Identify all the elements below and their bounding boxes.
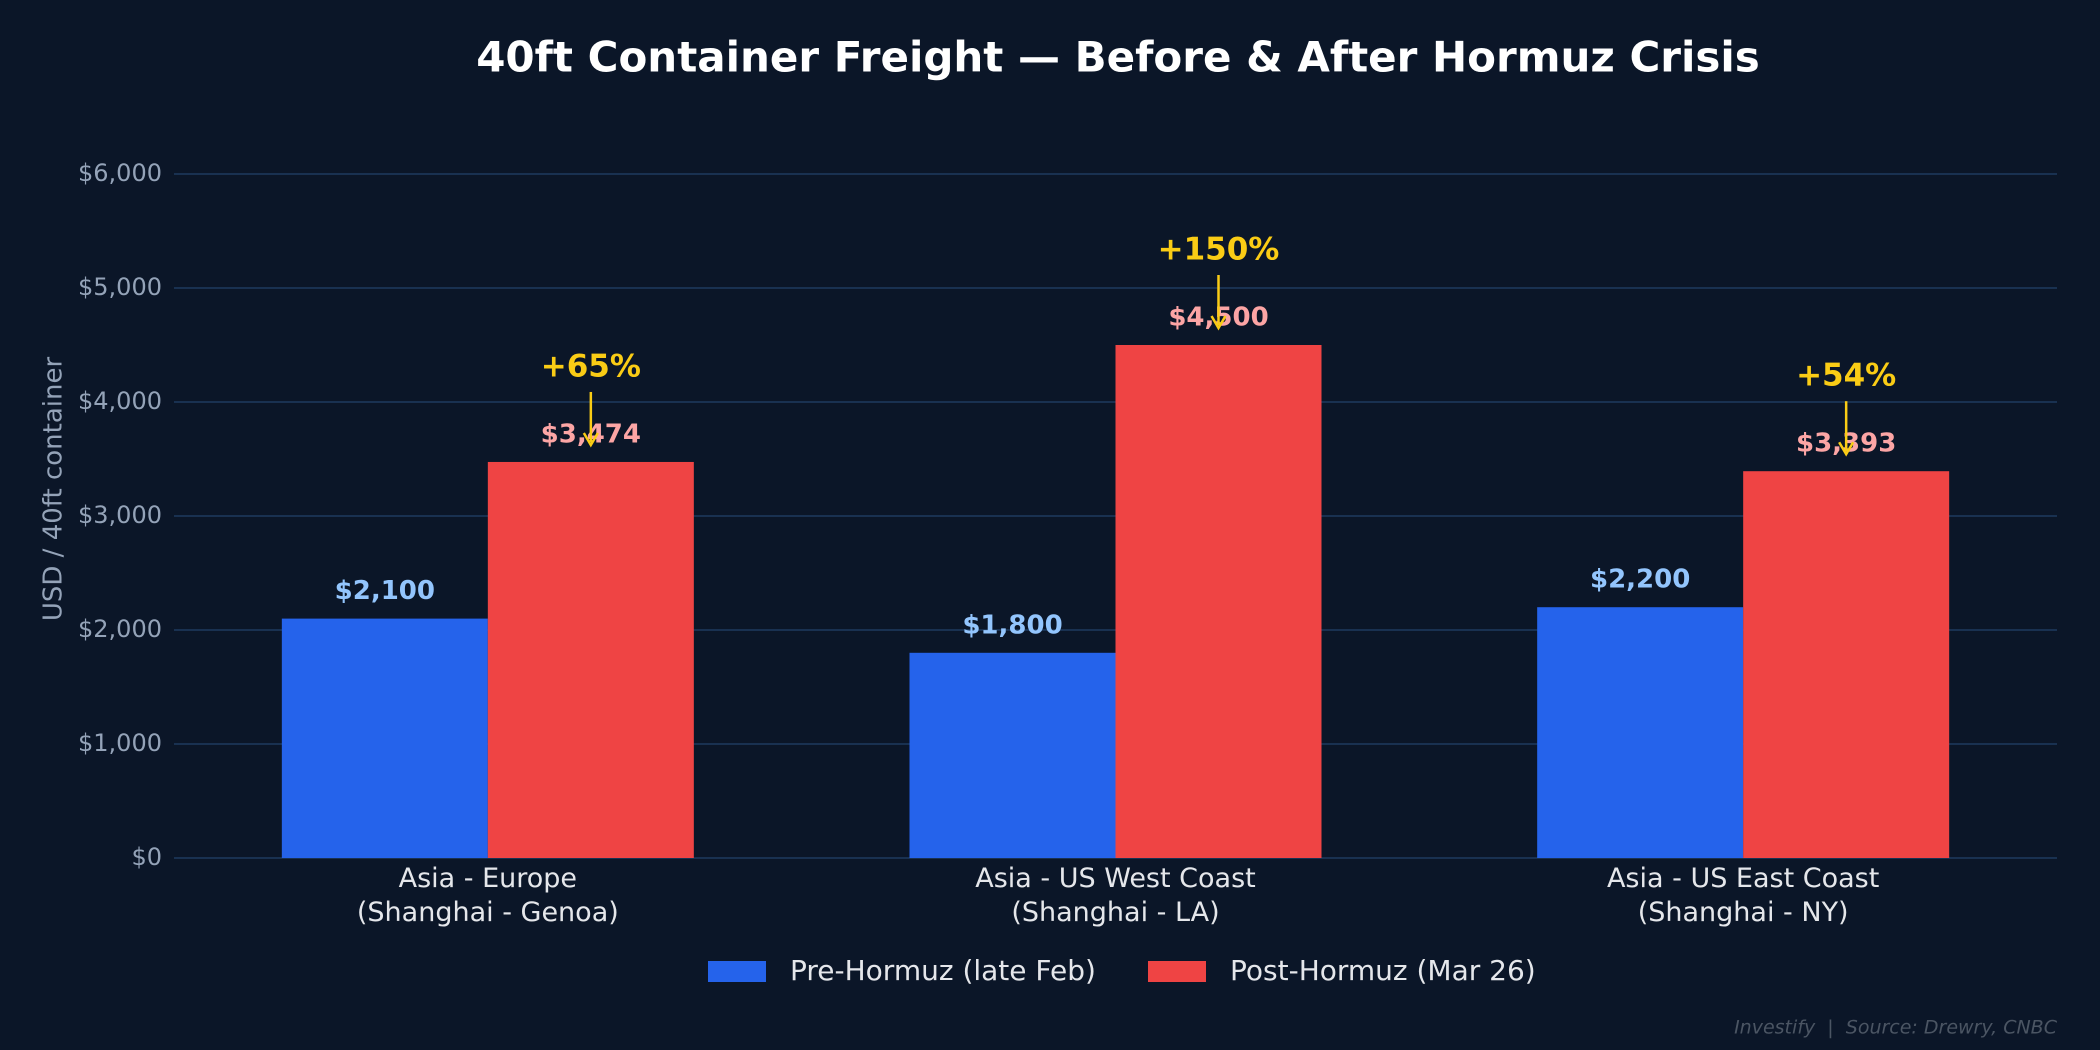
- annotation: +65%: [541, 348, 641, 384]
- bar: [1537, 607, 1744, 858]
- y-tick-label: $2,000: [78, 615, 162, 643]
- annotation: +150%: [1158, 232, 1280, 268]
- y-axis-label: USD / 40ft container: [39, 357, 69, 622]
- annotation: +54%: [1796, 358, 1896, 394]
- annotation-arrowhead: [1838, 441, 1855, 457]
- bar: [1115, 345, 1322, 858]
- value-label: $2,100: [335, 576, 435, 606]
- y-tick-label: $3,000: [78, 501, 162, 529]
- footer: Investify | Source: Drewry, CNBC: [1734, 1017, 2058, 1039]
- x-tick-label: Asia - US East Coast (Shanghai - NY): [1606, 863, 1880, 928]
- bar: [1743, 471, 1950, 858]
- x-tick-label: Asia - Europe (Shanghai - Genoa): [356, 863, 619, 928]
- bar: [487, 461, 694, 858]
- value-label: $2,200: [1590, 565, 1690, 595]
- chart-title: 40ft Container Freight — Before & After …: [476, 33, 1760, 82]
- y-tick-label: $0: [131, 843, 162, 871]
- y-tick-label: $5,000: [78, 273, 162, 301]
- annotation-arrowhead: [1210, 315, 1227, 331]
- bar: [909, 652, 1116, 858]
- y-tick-label: $4,000: [78, 387, 162, 415]
- legend-label: Post-Hormuz (Mar 26): [1230, 954, 1536, 987]
- x-tick-label: Asia - US West Coast (Shanghai - LA): [975, 863, 1256, 928]
- legend-label: Pre-Hormuz (late Feb): [790, 954, 1096, 987]
- annotation-arrowhead: [582, 432, 599, 448]
- legend-swatch: [708, 961, 766, 982]
- y-tick-label: $1,000: [78, 729, 162, 757]
- y-tick-label: $6,000: [78, 159, 162, 187]
- bar: [281, 618, 488, 858]
- legend-swatch: [1148, 961, 1206, 982]
- value-label: $1,800: [962, 610, 1062, 640]
